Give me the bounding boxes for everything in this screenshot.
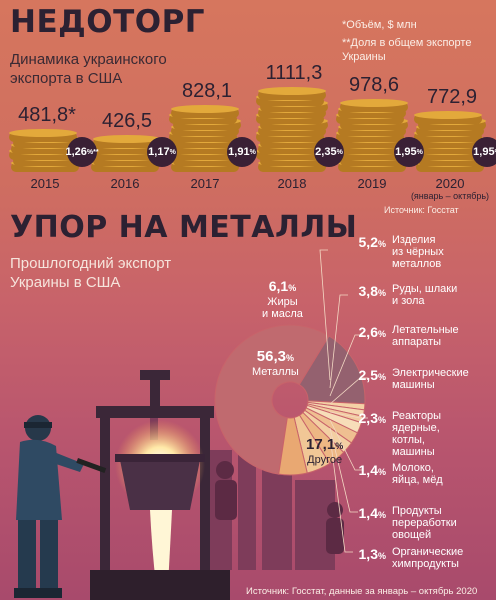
category-item: 2,3% Реакторы ядерные, котлы, машины <box>352 410 492 458</box>
subtitle-line: Украины в США <box>10 274 121 291</box>
share-badge-2020: 1,95% <box>472 137 496 167</box>
tick-label-2020: 2020 <box>435 176 465 191</box>
leader-line <box>329 334 363 397</box>
category-pct: 1,4% <box>358 505 386 521</box>
category-label: Изделия из чёрных металлов <box>392 234 444 270</box>
category-pct: 1,3% <box>358 546 386 562</box>
footer-source: Источник: Госстат, данные за январь – ок… <box>246 586 478 600</box>
category-label: Летательные аппараты <box>392 324 459 348</box>
section1-subtitle: Динамика украинского экспорта в США <box>10 50 167 88</box>
page-title: НЕДОТОРГ <box>10 4 206 40</box>
share-badge-2019: 1,95% <box>394 137 424 167</box>
share-badge-2016: 1,17% <box>147 137 177 167</box>
leader-line <box>329 419 363 471</box>
data-label-2018: 1111,3 <box>265 62 323 84</box>
category-item: 2,6% Летательные аппараты <box>352 324 492 348</box>
steelworker-illustration <box>14 370 344 600</box>
category-label: Молоко, яйца, мёд <box>392 462 443 486</box>
category-pct: 2,5% <box>358 367 386 383</box>
leader-line <box>329 294 348 389</box>
data-label-2020: 772,9 <box>426 86 478 108</box>
coin-stack-2018 <box>256 87 328 172</box>
note-share: **Доля в общем экспорте <box>342 37 472 49</box>
legend-notes: *Объём, $ млн **Доля в общем экспорте Ук… <box>342 18 471 64</box>
leader-line <box>329 411 368 419</box>
category-item: 5,2% Изделия из чёрных металлов <box>352 234 492 270</box>
data-label-2017: 828,1 <box>181 80 233 102</box>
fats-pct: 6,1 <box>268 278 289 294</box>
tick-note-2020: (январь – октябрь) <box>410 191 490 201</box>
share-badge-2018: 2,35% <box>314 137 344 167</box>
subtitle-line: экспорта в США <box>10 70 123 87</box>
pie-slice-10 <box>278 416 308 476</box>
pct-sign: % <box>286 353 295 363</box>
category-item: 1,4% Молоко, яйца, мёд <box>352 462 492 486</box>
category-item: 1,3% Органические химпродукты <box>352 546 492 570</box>
category-item: 3,8% Руды, шлаки и зола <box>352 283 492 307</box>
section2-title: УПОР НА МЕТАЛЛЫ <box>10 210 358 245</box>
category-label: Продукты переработки овощей <box>392 505 457 541</box>
note-share: Украины <box>342 51 386 63</box>
source-note: Источник: Госстат <box>384 205 459 215</box>
crane-icon <box>96 370 214 570</box>
share-badge-2015: 1,26 %** <box>65 137 99 167</box>
category-pct: 3,8% <box>358 283 386 299</box>
category-label: Электрические машины <box>392 367 469 391</box>
ladle-icon <box>115 454 205 585</box>
tick-label-2015: 2015 <box>30 176 60 191</box>
pie-slice-0 <box>214 324 330 475</box>
metals-label: Металлы <box>252 366 299 378</box>
coin-stack-2015 <box>9 129 81 172</box>
subtitle-line: Прошлогодний экспорт <box>10 255 172 272</box>
leader-line <box>329 427 358 513</box>
worker-icon <box>14 415 107 598</box>
note-volume: *Объём, $ млн <box>342 19 417 31</box>
pct-sign: % <box>335 441 344 451</box>
coin-stack-2019 <box>336 99 408 172</box>
subtitle-line: Динамика украинского <box>10 51 167 68</box>
pie-label-other: 17,1% Другое <box>306 436 343 466</box>
pie-label-fats: 6,1% Жиры и масла <box>262 278 303 320</box>
category-pct: 2,6% <box>358 324 386 340</box>
coin-stack-2016 <box>89 135 161 172</box>
section2-subtitle: Прошлогодний экспорт Украины в США <box>10 254 171 292</box>
category-label: Реакторы ядерные, котлы, машины <box>392 410 442 458</box>
pie-label-metals: 56,3% Металлы <box>252 348 299 378</box>
category-label: Органические химпродукты <box>392 546 464 570</box>
leader-line <box>329 435 353 553</box>
leader-line <box>329 377 368 405</box>
category-pct: 5,2% <box>358 234 386 250</box>
fats-label: и масла <box>262 308 303 320</box>
tick-label-2019: 2019 <box>357 176 387 191</box>
tick-label-2017: 2017 <box>190 176 220 191</box>
leader-line <box>319 249 331 381</box>
other-pct: 17,1 <box>306 436 336 453</box>
coin-stack-2017 <box>169 105 241 172</box>
category-item: 1,4% Продукты переработки овощей <box>352 505 492 541</box>
data-label-2016: 426,5 <box>101 110 153 132</box>
coin-stack-2020 <box>414 111 486 172</box>
fats-label: Жиры <box>267 296 298 308</box>
metals-pct: 56,3 <box>256 348 286 365</box>
share-badge-2017: 1,91% <box>227 137 257 167</box>
category-label: Руды, шлаки и зола <box>392 283 458 307</box>
data-label-2019: 978,6 <box>348 74 400 96</box>
tick-label-2016: 2016 <box>110 176 140 191</box>
data-label-2015: 481,8* <box>18 104 76 126</box>
platform-icon <box>90 570 230 600</box>
pct-sign: % <box>288 283 297 293</box>
category-pct: 2,3% <box>358 410 386 426</box>
category-pct: 1,4% <box>358 462 386 478</box>
other-label: Другое <box>307 454 343 466</box>
category-item: 2,5% Электрические машины <box>352 367 492 391</box>
tick-label-2018: 2018 <box>277 176 307 191</box>
